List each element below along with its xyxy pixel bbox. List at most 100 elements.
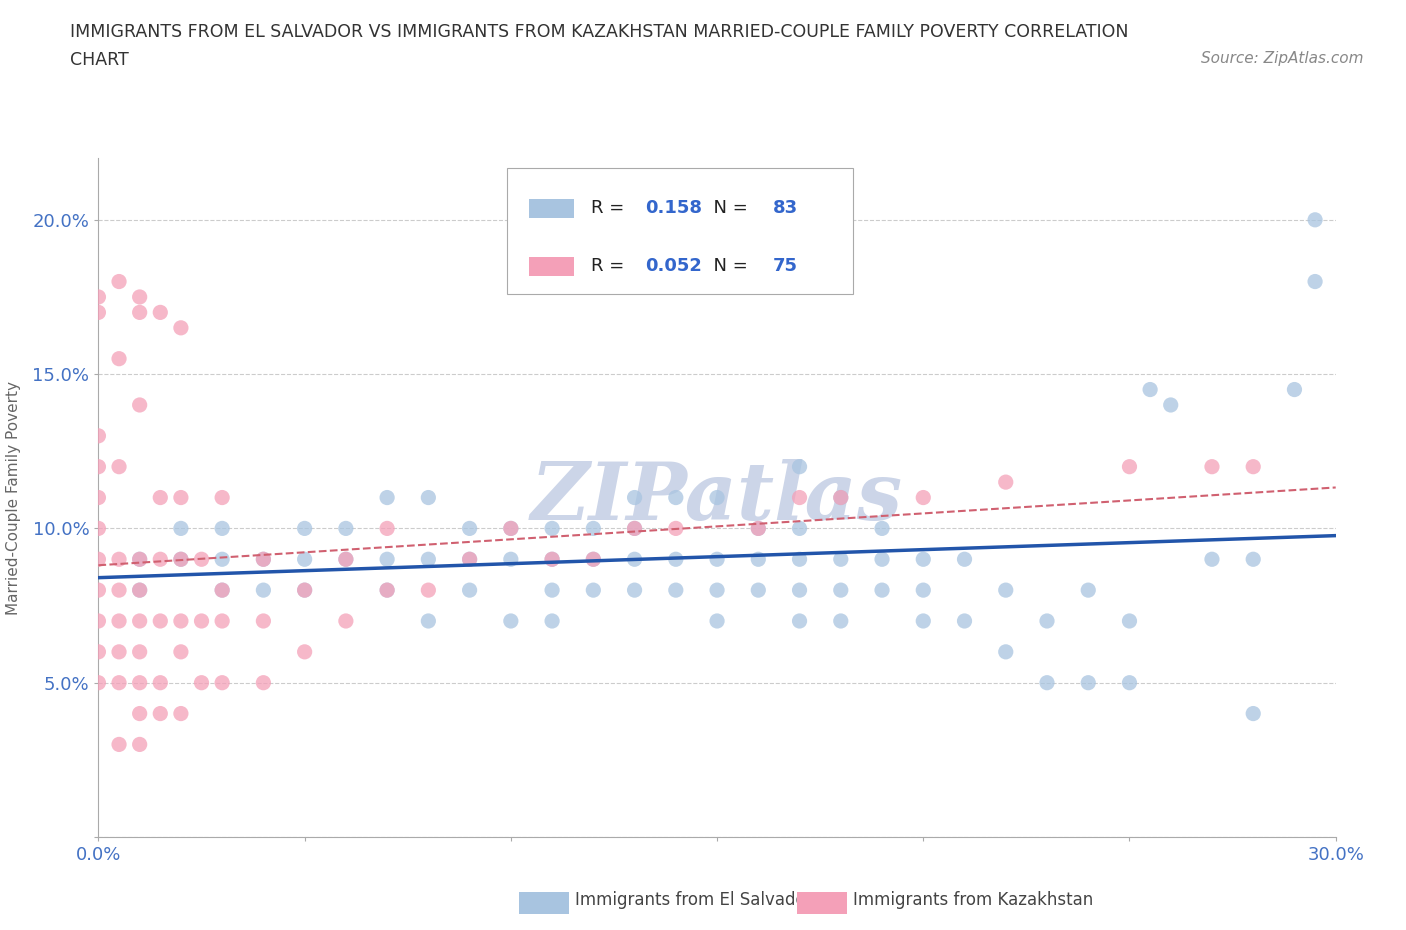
Point	[211, 583, 233, 598]
Point	[1284, 382, 1306, 397]
Point	[211, 583, 233, 598]
Point	[170, 551, 193, 566]
Point	[294, 583, 316, 598]
Point	[170, 551, 193, 566]
Point	[375, 583, 398, 598]
Point	[623, 490, 645, 505]
Point	[1303, 274, 1326, 289]
Point	[294, 644, 316, 659]
Point	[87, 429, 110, 444]
Point	[128, 583, 150, 598]
Point	[211, 490, 233, 505]
Point	[252, 551, 274, 566]
Point	[582, 551, 605, 566]
Point	[499, 614, 522, 629]
Point	[87, 551, 110, 566]
Point	[789, 490, 811, 505]
Point	[170, 320, 193, 335]
Point	[87, 521, 110, 536]
Point	[458, 521, 481, 536]
Point	[252, 675, 274, 690]
Point	[830, 614, 852, 629]
Point	[128, 644, 150, 659]
Point	[623, 551, 645, 566]
Point	[830, 583, 852, 598]
Point	[211, 551, 233, 566]
Point	[149, 675, 172, 690]
Text: Source: ZipAtlas.com: Source: ZipAtlas.com	[1201, 51, 1364, 66]
Point	[190, 675, 212, 690]
Text: R =: R =	[591, 258, 630, 275]
Point	[108, 737, 131, 751]
Point	[1160, 397, 1182, 412]
Point	[1201, 551, 1223, 566]
Point	[108, 644, 131, 659]
Point	[170, 706, 193, 721]
Point	[1118, 459, 1140, 474]
Point	[870, 551, 893, 566]
Text: 83: 83	[773, 199, 797, 218]
Point	[458, 583, 481, 598]
Point	[128, 583, 150, 598]
Point	[252, 583, 274, 598]
Point	[1241, 459, 1264, 474]
Point	[1077, 675, 1099, 690]
FancyBboxPatch shape	[529, 199, 574, 218]
Point	[87, 289, 110, 304]
Point	[211, 675, 233, 690]
Point	[789, 551, 811, 566]
Point	[128, 737, 150, 751]
Point	[953, 614, 976, 629]
FancyBboxPatch shape	[519, 892, 568, 913]
Point	[541, 614, 564, 629]
Point	[149, 706, 172, 721]
Point	[706, 583, 728, 598]
Point	[1241, 551, 1264, 566]
Point	[108, 551, 131, 566]
Point	[1118, 614, 1140, 629]
Point	[830, 490, 852, 505]
Point	[870, 583, 893, 598]
Text: N =: N =	[702, 258, 754, 275]
Point	[1303, 212, 1326, 227]
Point	[1118, 675, 1140, 690]
Point	[128, 706, 150, 721]
Point	[499, 551, 522, 566]
Point	[87, 644, 110, 659]
Point	[87, 614, 110, 629]
Point	[87, 459, 110, 474]
Point	[418, 614, 440, 629]
Text: Immigrants from Kazakhstan: Immigrants from Kazakhstan	[853, 891, 1094, 910]
Point	[190, 551, 212, 566]
Point	[128, 614, 150, 629]
Point	[128, 551, 150, 566]
Point	[108, 614, 131, 629]
Point	[623, 583, 645, 598]
Point	[789, 459, 811, 474]
Point	[190, 614, 212, 629]
Text: 75: 75	[773, 258, 797, 275]
Point	[541, 583, 564, 598]
Point	[1241, 706, 1264, 721]
Point	[1201, 459, 1223, 474]
Point	[458, 551, 481, 566]
Point	[789, 521, 811, 536]
Text: Immigrants from El Salvador: Immigrants from El Salvador	[575, 891, 813, 910]
Point	[623, 521, 645, 536]
Point	[128, 305, 150, 320]
Point	[953, 551, 976, 566]
Text: R =: R =	[591, 199, 630, 218]
Point	[994, 644, 1017, 659]
Point	[1077, 583, 1099, 598]
Point	[912, 490, 935, 505]
Point	[252, 551, 274, 566]
Point	[418, 583, 440, 598]
Point	[665, 583, 688, 598]
Point	[541, 551, 564, 566]
Point	[912, 614, 935, 629]
Point	[418, 551, 440, 566]
Point	[582, 521, 605, 536]
Text: 0.158: 0.158	[645, 199, 703, 218]
Point	[108, 675, 131, 690]
Point	[87, 675, 110, 690]
